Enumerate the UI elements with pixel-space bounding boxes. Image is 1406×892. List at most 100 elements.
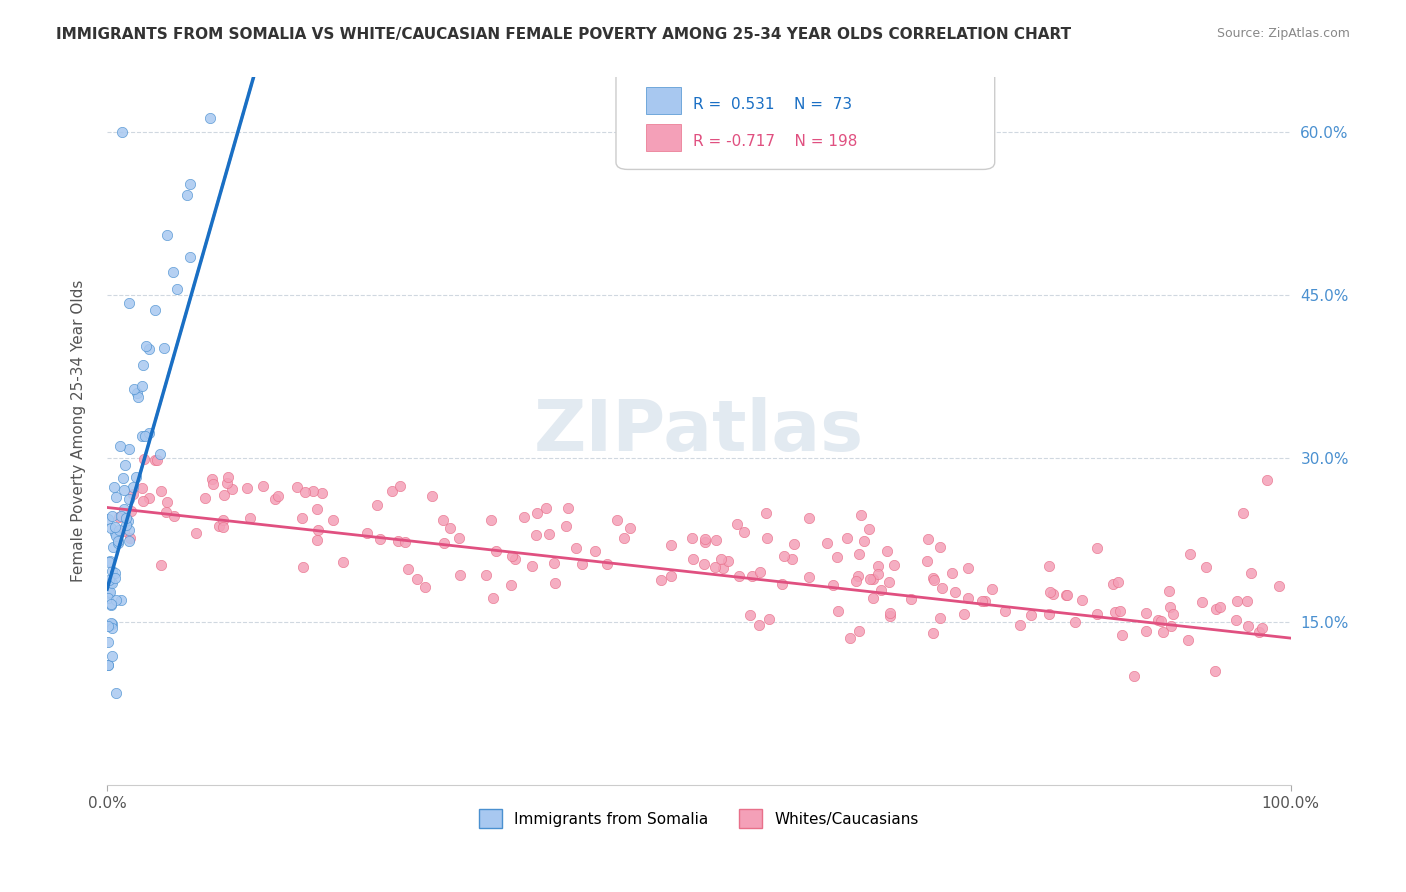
Point (252, 479, 274, 493)
Point (153, 341, 176, 355)
Point (557, 500, 579, 515)
Point (758, 612, 780, 626)
Point (389, 479, 412, 493)
Text: R =  0.531    N =  73: R = 0.531 N = 73 (693, 97, 852, 112)
Point (482, 591, 505, 606)
Point (797, 570, 820, 584)
Point (862, 591, 884, 605)
Point (1070, 592, 1092, 607)
Point (1225, 613, 1247, 627)
Point (146, 453, 169, 467)
Point (198, 111, 221, 125)
Point (845, 574, 868, 588)
Legend: Immigrants from Somalia, Whites/Caucasians: Immigrants from Somalia, Whites/Caucasia… (472, 803, 925, 834)
Point (773, 549, 796, 563)
Point (931, 581, 953, 595)
Point (1038, 558, 1060, 573)
Point (1146, 613, 1168, 627)
Point (132, 494, 155, 508)
Point (1195, 560, 1218, 574)
Point (101, 564, 124, 578)
Point (163, 508, 186, 523)
Point (121, 480, 143, 494)
Point (704, 533, 727, 547)
Point (131, 379, 153, 393)
Point (100, 521, 122, 535)
Point (583, 543, 606, 558)
Point (606, 513, 628, 527)
Point (501, 549, 523, 563)
Point (211, 513, 233, 527)
Point (479, 513, 502, 527)
Point (105, 593, 128, 607)
Point (868, 566, 890, 581)
Point (413, 580, 436, 594)
Point (155, 505, 177, 519)
Point (544, 576, 567, 591)
Point (307, 501, 329, 516)
FancyBboxPatch shape (616, 70, 994, 169)
Point (125, 386, 148, 401)
Point (733, 524, 755, 539)
Point (1153, 624, 1175, 639)
Point (135, 339, 157, 353)
Point (100, 574, 122, 589)
Point (143, 303, 166, 318)
Point (107, 523, 129, 537)
Point (1111, 628, 1133, 642)
Point (118, 295, 141, 310)
Point (101, 575, 124, 590)
Point (118, 442, 141, 456)
Point (879, 609, 901, 624)
Point (112, 502, 135, 516)
Point (848, 547, 870, 561)
Point (921, 571, 943, 585)
Point (332, 555, 354, 569)
Point (1039, 585, 1062, 599)
Point (104, 528, 127, 542)
Point (755, 531, 778, 545)
Point (770, 577, 793, 591)
Point (307, 523, 329, 537)
Point (132, 358, 155, 372)
Point (179, 250, 201, 264)
Point (565, 541, 588, 556)
Point (356, 525, 378, 540)
Point (1236, 618, 1258, 632)
Point (267, 489, 290, 503)
Point (1135, 607, 1157, 621)
Point (921, 626, 943, 640)
Point (1085, 541, 1108, 556)
Point (755, 507, 778, 521)
Point (264, 492, 287, 507)
Point (858, 572, 880, 586)
Text: IMMIGRANTS FROM SOMALIA VS WHITE/CAUCASIAN FEMALE POVERTY AMONG 25-34 YEAR OLDS : IMMIGRANTS FROM SOMALIA VS WHITE/CAUCASI… (56, 27, 1071, 42)
Point (156, 494, 179, 508)
Point (112, 524, 135, 538)
Point (381, 484, 404, 499)
Point (846, 569, 869, 583)
Point (97, 555, 120, 569)
Point (1102, 577, 1125, 591)
Point (1232, 506, 1254, 520)
Point (125, 470, 148, 484)
Point (499, 577, 522, 591)
Point (1191, 595, 1213, 609)
Point (994, 604, 1017, 618)
Point (100, 615, 122, 630)
Point (1064, 615, 1087, 629)
Point (114, 458, 136, 472)
Point (1177, 633, 1199, 648)
Point (100, 597, 122, 611)
Point (396, 562, 419, 576)
Point (981, 582, 1004, 596)
Point (613, 531, 636, 545)
Point (150, 483, 173, 498)
Point (100, 598, 122, 612)
Point (534, 501, 557, 516)
Point (815, 536, 838, 550)
Point (322, 512, 344, 526)
Point (101, 616, 124, 631)
Point (118, 491, 141, 506)
Point (1008, 618, 1031, 632)
